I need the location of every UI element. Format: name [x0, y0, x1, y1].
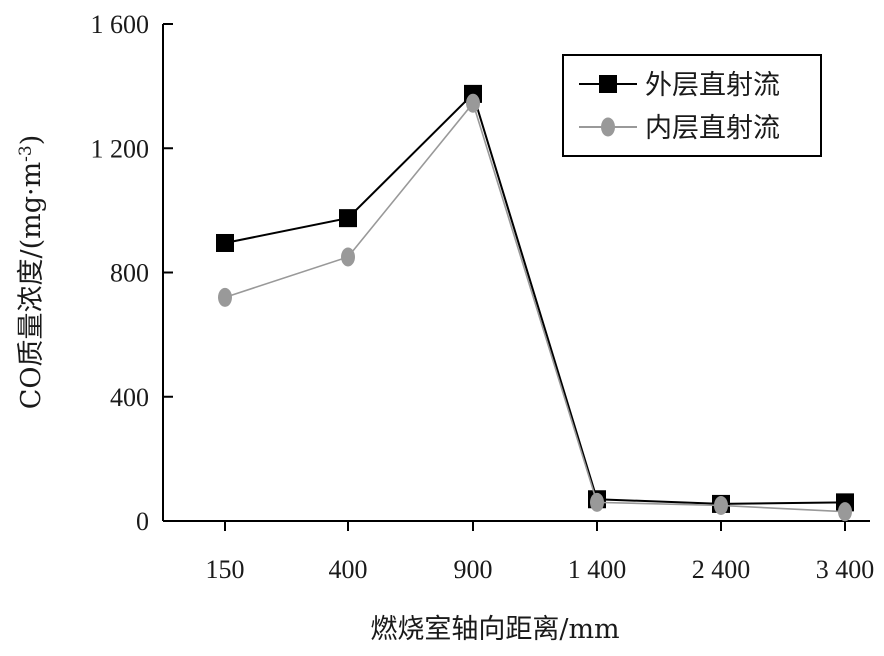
- data-point-ellipse: [838, 502, 852, 522]
- series-line: [224, 101, 846, 513]
- x-axis-title: 燃烧室轴向距离/mm: [370, 614, 619, 645]
- y-tick-label: 1 600: [91, 10, 150, 39]
- data-point-ellipse: [341, 247, 355, 267]
- series-line: [224, 92, 846, 505]
- data-point-ellipse: [466, 93, 480, 113]
- data-point-ellipse: [714, 495, 728, 515]
- y-tick-label: 1 200: [91, 134, 150, 163]
- y-tick-label: 0: [136, 507, 149, 536]
- legend-box: [562, 54, 822, 157]
- data-point-square: [339, 209, 357, 228]
- data-point-ellipse: [218, 287, 232, 307]
- x-tick-label: 2 400: [692, 555, 751, 584]
- y-axis-title: CO质量浓度/(mg·m-3): [16, 135, 47, 410]
- y-axis-title-main: CO质量浓度/(mg·m: [16, 162, 47, 410]
- series-2: [218, 93, 852, 522]
- data-point-square: [216, 233, 234, 252]
- x-tick-label: 900: [454, 555, 493, 584]
- y-axis-title-close: ): [16, 135, 47, 146]
- data-point-ellipse: [590, 492, 604, 512]
- legend-label: 外层直射流: [645, 70, 780, 101]
- x-tick-label: 150: [206, 555, 245, 584]
- x-tick-label: 1 400: [568, 555, 627, 584]
- y-tick-label: 800: [110, 259, 149, 288]
- series-layer: [216, 84, 854, 522]
- legend-marker-ellipse: [601, 117, 615, 137]
- y-axis-title-sup: -3: [16, 145, 36, 162]
- x-tick-label: 3 400: [816, 555, 875, 584]
- x-tick-label: 400: [329, 555, 368, 584]
- y-tick-label: 400: [110, 383, 149, 412]
- legend-label: 内层直射流: [645, 113, 780, 144]
- axes: 0 400 800 1 200 1 600 150 400 900 1 400 2 400 3 40…: [91, 10, 875, 584]
- legend-marker-square: [599, 75, 617, 93]
